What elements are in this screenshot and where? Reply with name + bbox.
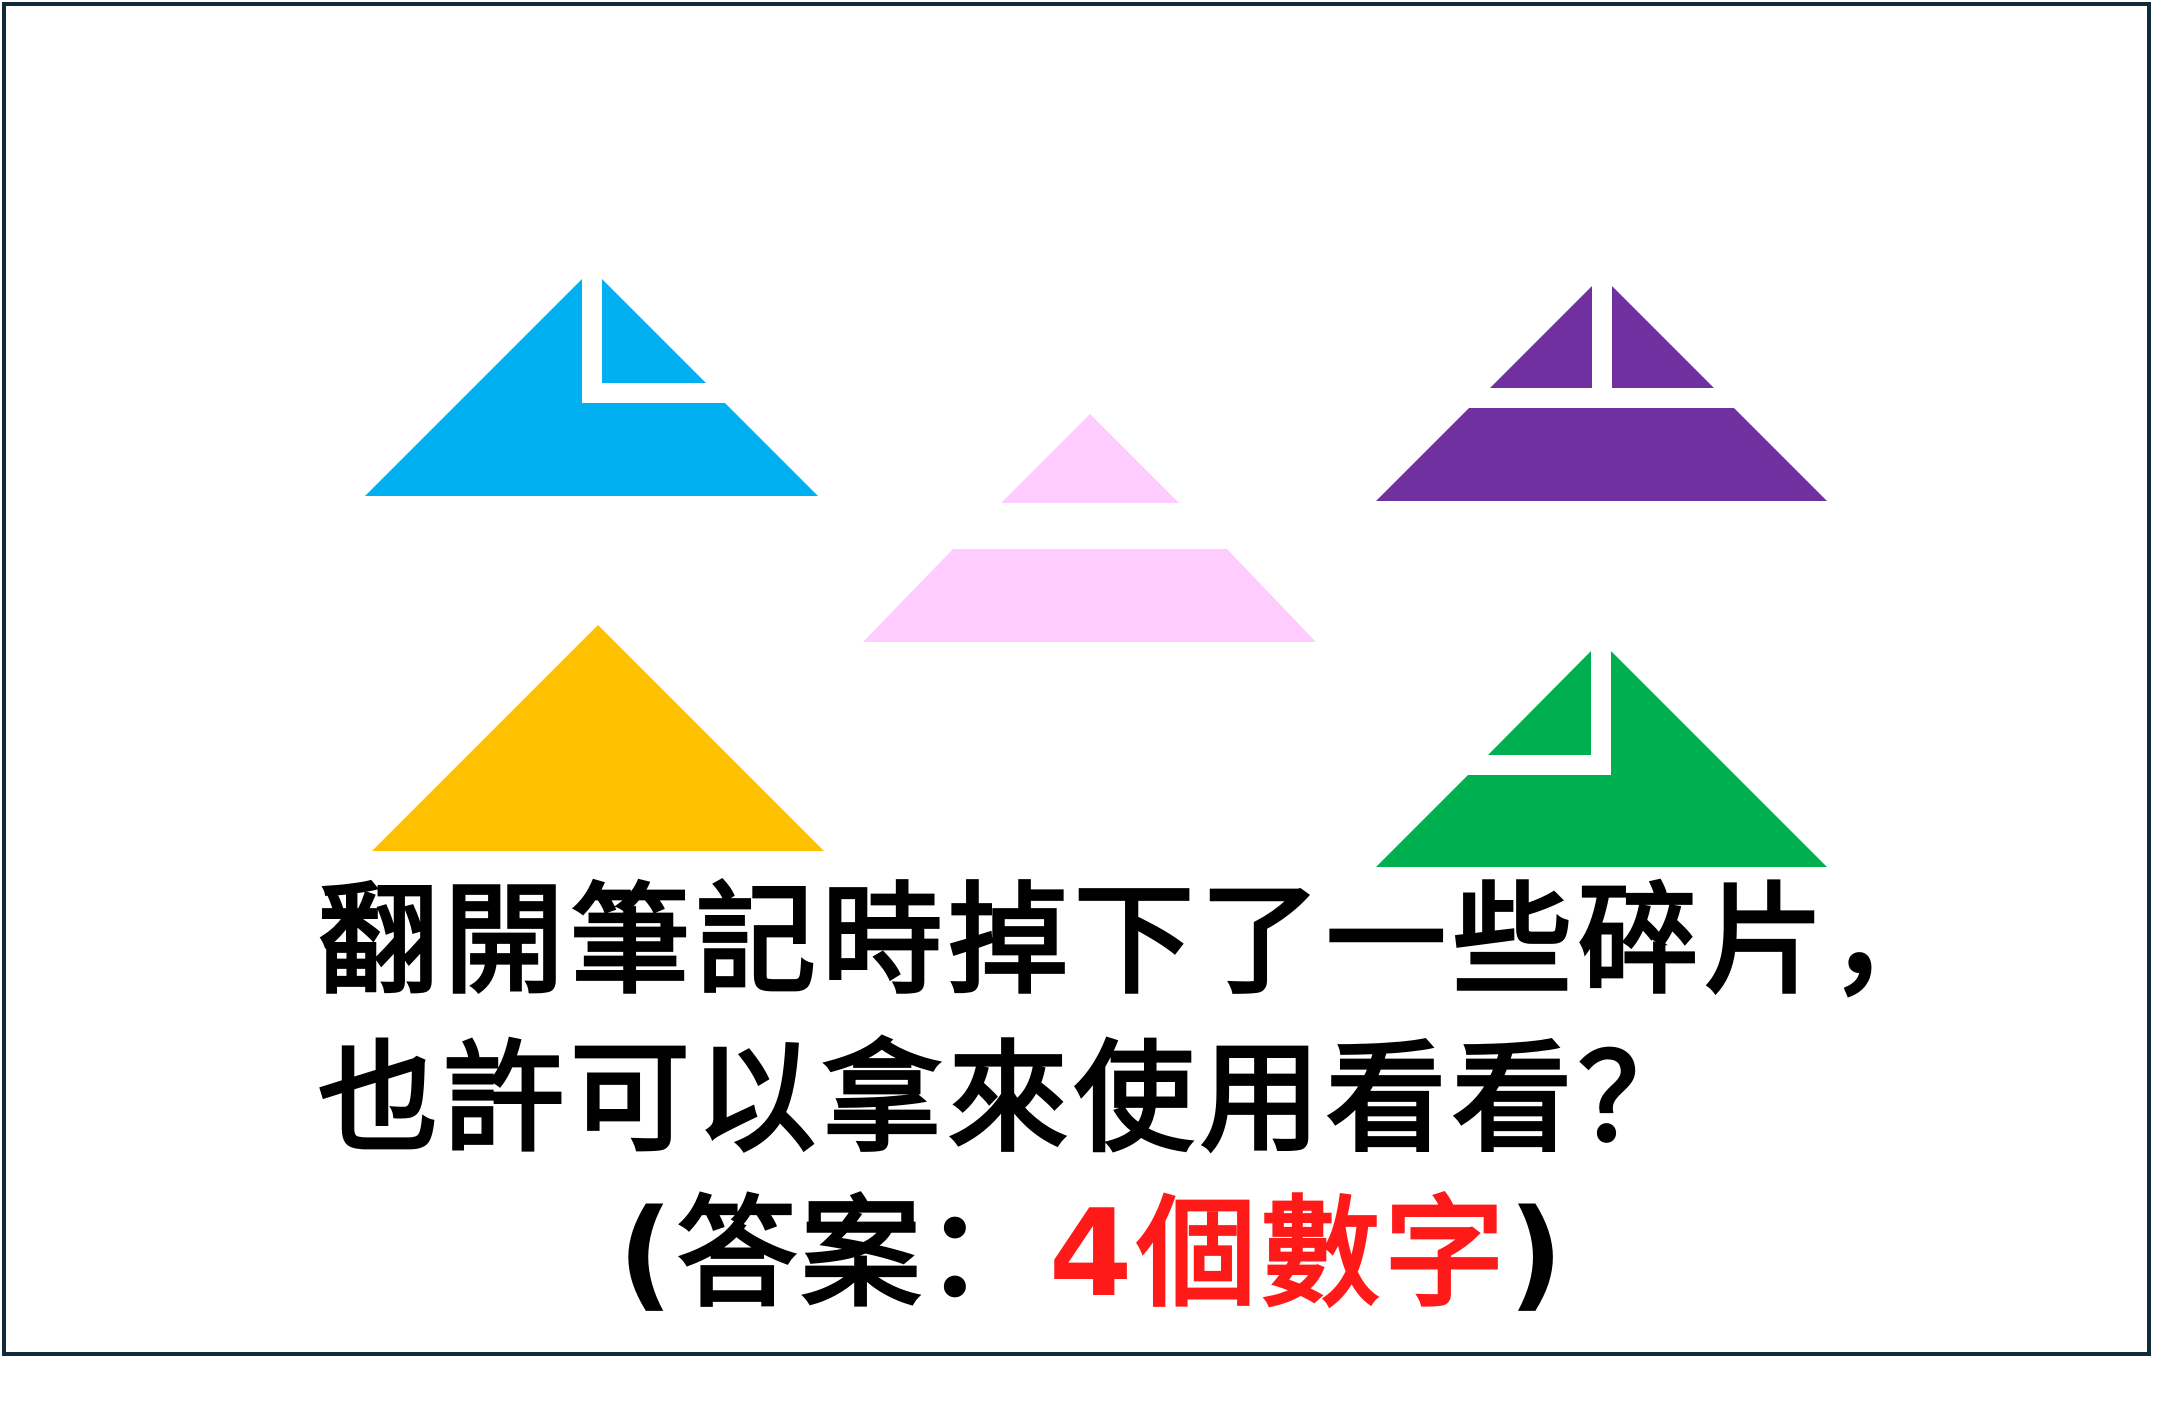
yellow-triangle-piece (372, 625, 824, 851)
green-piece-body (1376, 651, 1827, 867)
green-piece-corner (1488, 651, 1591, 755)
answer-value: 4個數字 (1048, 1185, 1509, 1324)
answer-open: (答案： (618, 1185, 1049, 1324)
answer-hint: (答案：4個數字) (618, 1195, 1567, 1315)
prompt-line-2: 也許可以拿來使用看看？ (318, 1030, 1704, 1169)
blue-piece-body (365, 279, 818, 496)
yellow-piece-body (372, 625, 824, 851)
purple-triangle-piece (1376, 286, 1827, 501)
prompt-line-1: 翻開筆記時掉下了一些碎片， (318, 872, 1956, 1011)
answer-close: ) (1508, 1185, 1568, 1324)
puzzle-frame (2, 2, 2151, 1356)
purple-piece-top-right (1612, 286, 1714, 388)
pink-piece-bottom (863, 549, 1316, 642)
green-triangle-piece (1376, 651, 1827, 867)
blue-triangle-piece (365, 279, 818, 496)
purple-piece-top-left (1490, 286, 1592, 388)
pink-piece-top (1001, 414, 1179, 503)
blue-piece-corner (602, 279, 706, 383)
purple-piece-bottom (1376, 408, 1827, 501)
pink-triangle-piece (863, 414, 1316, 642)
